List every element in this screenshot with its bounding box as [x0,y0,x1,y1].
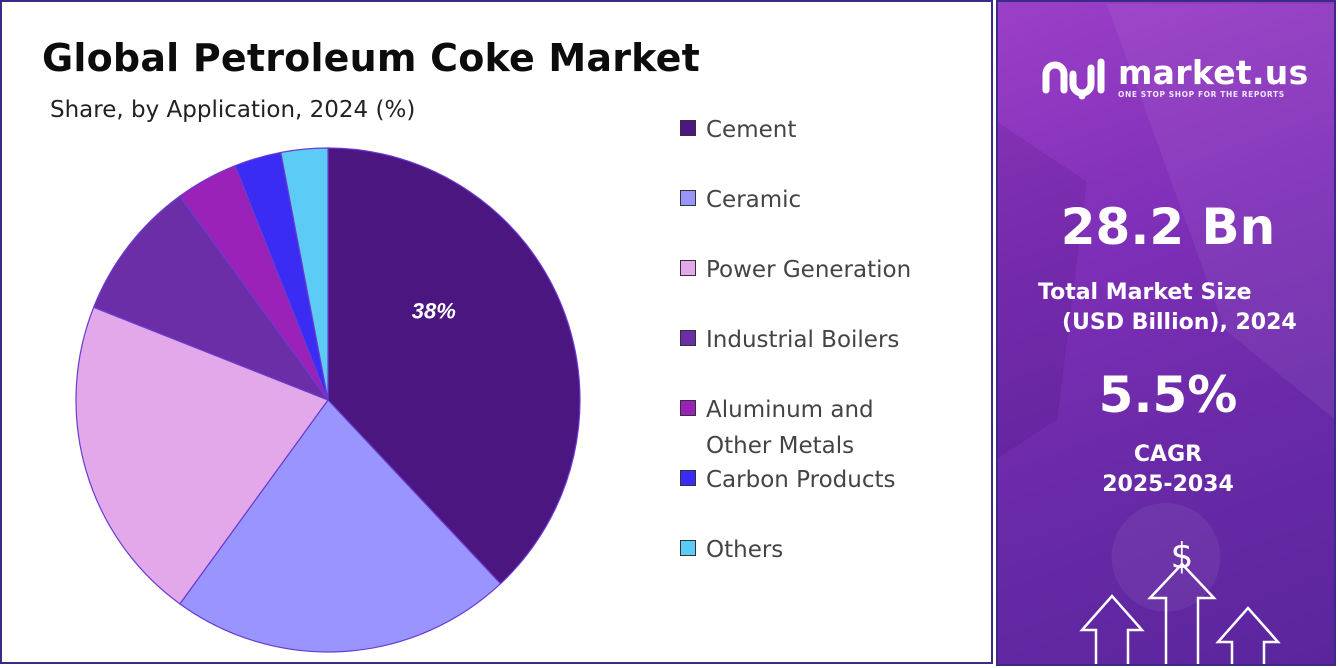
pie-slice-cement [327,147,581,585]
chart-subtitle: Share, by Application, 2024 (%) [50,97,416,123]
market-size-label: Total Market Size (USD Billion), 2024 [1038,278,1298,338]
legend-item-cement: Cement [680,112,956,148]
chart-title: Global Petroleum Coke Market [42,36,700,80]
legend-item-ceramic: Ceramic [680,182,956,218]
legend-item-industrial-boilers: Industrial Boilers [680,322,956,358]
legend-swatch [680,330,696,346]
legend-label: Carbon Products [706,467,896,493]
market-size-label-line1: Total Market Size [1038,280,1252,305]
legend-swatch [680,400,696,416]
legend-label: Aluminum and Other Metals [706,397,874,459]
background-decoration [998,3,1334,612]
legend-swatch [680,470,696,486]
brand-tagline: ONE STOP SHOP FOR THE REPORTS [1118,89,1285,99]
cagr-label-line1: CAGR [1133,442,1203,467]
legend-item-power-generation: Power Generation [680,252,956,288]
legend-label: Cement [706,117,797,143]
legend-label: Ceramic [706,187,802,213]
dollar-icon: $ [1171,536,1194,577]
pie-slice-others [280,147,329,401]
cagr-value: 5.5% [1098,366,1238,424]
legend-item-others: Others [680,532,956,568]
legend-item-carbon-products: Carbon Products [680,462,956,498]
legend-swatch [680,190,696,206]
chart-panel: Global Petroleum Coke Market Share, by A… [0,0,993,664]
legend-swatch [680,120,696,136]
legend-label: Industrial Boilers [706,327,900,353]
legend-label: Power Generation [706,257,912,283]
legend-item-aluminum: Aluminum and Other Metals [680,392,906,464]
market-size-value: 28.2 Bn [1060,198,1276,256]
cagr-label-line2: 2025-2034 [1102,472,1234,497]
pie-chart: 38% [75,147,581,653]
pie-slice-power-generation [75,306,329,605]
pie-slice-ceramic [179,399,502,653]
pie-slice-industrial-boilers [92,195,330,402]
up-arrow-icon [1215,606,1281,664]
summary-panel: market.us ONE STOP SHOP FOR THE REPORTS … [996,0,1336,666]
up-arrow-icon [1079,594,1145,664]
growth-arrows-graphic: $ [1079,536,1281,664]
cagr-label: CAGR 2025-2034 [998,440,1334,500]
pie-data-label: 38% [412,298,456,323]
market-size-label-line2: (USD Billion), 2024 [1062,310,1297,335]
legend-swatch [680,260,696,276]
legend-swatch [680,540,696,556]
up-arrow-icon [1147,562,1217,664]
market-us-logo-icon [1042,58,1105,100]
brand-name: market.us [1118,52,1309,92]
brand-logo: market.us ONE STOP SHOP FOR THE REPORTS [1040,54,1309,100]
legend-label: Others [706,537,784,563]
